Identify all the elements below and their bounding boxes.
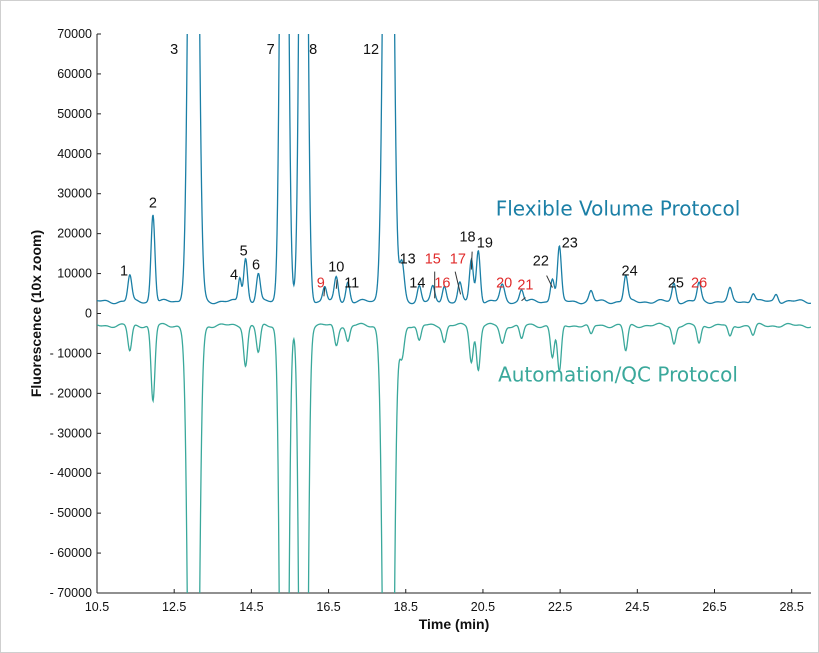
y-tick-label: - 10000 [50,346,92,360]
x-axis-title: Time (min) [419,616,490,632]
peak-label-4: 4 [230,268,238,284]
y-tick-label: 10000 [57,267,92,281]
peak-label-19: 19 [477,236,493,252]
peak-label-10: 10 [328,260,344,276]
peak-label-17: 17 [450,252,466,268]
peak-leader-line [454,271,462,295]
x-tick-label: 10.5 [85,600,109,614]
peak-leader-line [546,275,553,288]
x-tick-label: 14.5 [239,600,263,614]
y-tick-label: - 20000 [50,386,92,400]
peak-label-1: 1 [120,264,128,280]
peak-label-7: 7 [267,42,275,58]
x-tick-label: 22.5 [548,600,572,614]
peak-label-8: 8 [309,42,317,58]
peak-label-3: 3 [170,42,178,58]
peak-label-18: 18 [459,230,475,246]
axes-layer: 70000 60000 50000 40000 30000 20000 10000 0 - 10… [50,27,811,614]
x-tick-label: 18.5 [394,600,418,614]
series-line-flexible-volume [97,34,811,305]
y-tick-label: 0 [85,307,92,321]
peak-label-16: 16 [434,276,450,292]
x-tick-label: 24.5 [625,600,649,614]
y-tick-label: 60000 [57,67,92,81]
peak-label-15: 15 [425,252,441,268]
peak-label-22: 22 [533,254,549,270]
x-tick-label: 12.5 [162,600,186,614]
y-tick-label: - 40000 [50,466,92,480]
y-tick-label: 50000 [57,107,92,121]
peak-label-24: 24 [622,264,638,280]
y-tick-label: 40000 [57,147,92,161]
peak-leader-line [335,279,338,289]
peak-label-12: 12 [363,42,379,58]
peak-label-14: 14 [409,276,425,292]
y-tick-label: 70000 [57,27,92,41]
peak-label-11: 11 [344,276,359,292]
y-tick-label: - 30000 [50,426,92,440]
peak-label-23: 23 [562,236,578,252]
x-tick-label: 16.5 [316,600,340,614]
peak-label-20: 20 [496,276,512,292]
peak-label-25: 25 [668,276,684,292]
peak-leader-line [521,297,526,302]
series-line-automation-qc [97,322,811,593]
y-tick-label: 20000 [57,227,92,241]
peak-label-26: 26 [691,276,707,292]
series-layer [97,34,811,593]
peak-label-9: 9 [317,276,325,292]
y-tick-label: 30000 [57,187,92,201]
x-tick-label: 26.5 [702,600,726,614]
series-label: Flexible Volume Protocol [496,197,741,221]
peak-label-6: 6 [252,258,260,274]
series-label: Automation/QC Protocol [498,362,738,386]
peak-label-13: 13 [400,252,416,268]
peak-label-21: 21 [517,278,533,294]
y-axis-title: Fluorescence (10x zoom) [28,230,44,397]
x-tick-label: 20.5 [471,600,495,614]
peak-leader-line [470,251,473,270]
x-tick-label: 28.5 [780,600,804,614]
y-tick-label: - 70000 [50,586,92,600]
y-tick-label: - 50000 [50,506,92,520]
peak-leader-line [323,287,326,297]
peak-label-5: 5 [240,244,248,260]
peak-label-2: 2 [149,196,157,212]
y-tick-label: - 60000 [50,546,92,560]
